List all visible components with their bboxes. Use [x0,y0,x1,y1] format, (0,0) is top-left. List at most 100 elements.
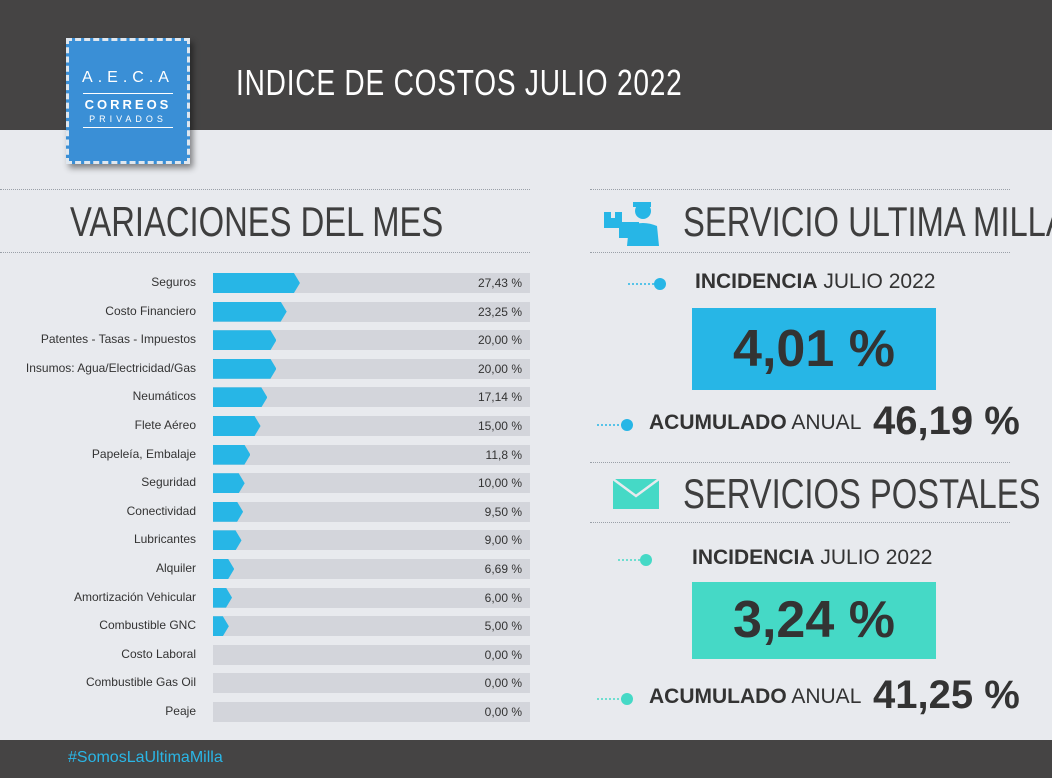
bar-category-label: Combustible GNC [99,618,196,633]
ultima-milla-incidencia-value: 4,01 % [692,308,936,390]
connector-dot-icon [618,554,652,566]
bar [213,473,245,493]
bar-track [213,501,530,522]
ultima-milla-acumulado-label: ACUMULADO ANUAL [649,411,862,434]
bar-category-label: Patentes - Tasas - Impuestos [40,332,196,347]
bar-category-label: Insumos: Agua/Electricidad/Gas [25,360,196,375]
bar-row: Papeleía, Embalaje 11,8 % [0,444,540,465]
bar-category-label: Seguridad [141,475,196,490]
aeca-logo: A.E.C.A CORREOS PRIVADOS [66,38,190,164]
bar-row: Conectividad 9,50 % [0,501,540,522]
bar-track [213,444,530,465]
divider [590,252,1010,253]
bar-track [213,530,530,551]
bar-track [213,702,530,722]
header-bar: A.E.C.A CORREOS PRIVADOS INDICE DE COSTO… [0,0,1052,164]
connector-dot-icon [597,419,633,431]
bar-track [213,358,530,379]
hashtag: #SomosLaUltimaMilla [68,749,223,766]
bar-row: Seguridad 10,00 % [0,473,540,494]
postales-acumulado-label: ACUMULADO ANUAL [649,685,862,708]
bar-category-label: Costo Laboral [121,646,196,661]
bar-row: Insumos: Agua/Electricidad/Gas 20,00 % [0,358,540,379]
bar-row: Neumáticos 17,14 % [0,387,540,408]
bar [213,359,276,379]
bar-track [213,587,530,608]
bar-track [213,330,530,351]
bar-value-label: 15,00 % [477,419,522,433]
bar [213,502,243,522]
bar-value-label: 6,69 % [484,562,522,576]
bar-row: Patentes - Tasas - Impuestos 20,00 % [0,330,540,351]
bar [213,530,242,550]
postales-title: SERVICIOS POSTALES [683,470,1041,517]
bar-category-label: Alquiler [155,561,196,575]
bar-value-label: 9,00 % [484,533,522,548]
bar-row: Combustible GNC 5,00 % [0,616,540,637]
postales-incidencia-value: 3,24 % [692,582,936,659]
divider [590,462,1010,463]
bar-category-label: Flete Aéreo [134,418,196,432]
bar-track [213,559,530,579]
page-title: INDICE DE COSTOS JULIO 2022 [236,62,683,103]
delivery-person-icon [604,202,659,246]
bar [213,445,250,465]
footer-bar: #SomosLaUltimaMilla [0,740,1052,778]
logo-line2: CORREOS [84,97,172,112]
divider [590,522,1010,523]
divider [0,252,530,253]
bar [213,416,261,436]
postales-incidencia-label: INCIDENCIA JULIO 2022 [692,546,933,569]
bar [213,330,276,350]
bar-track [213,673,530,694]
divider [0,189,530,190]
connector-dot-icon [597,693,633,705]
logo-line1: A.E.C.A [82,69,174,86]
bar-row: Costo Laboral 0,00 % [0,644,540,665]
bar-track [213,616,530,637]
bar-value-label: 27,43 % [477,276,522,290]
bar-category-label: Amortización Vehicular [73,589,196,604]
bar-category-label: Seguros [151,275,196,289]
logo-line3: PRIVADOS [89,114,167,124]
bar-category-label: Peaje [165,704,196,718]
bar-value-label: 0,00 % [484,705,522,719]
bar [213,387,267,407]
bar [213,273,300,293]
envelope-icon [612,478,660,509]
bar-category-label: Combustible Gas Oil [85,675,196,690]
bar-value-label: 6,00 % [484,590,522,605]
bar-value-label: 20,00 % [477,333,522,348]
bar [213,616,229,636]
bar-row: Costo Financiero 23,25 % [0,301,540,322]
bar-value-label: 5,00 % [484,619,522,634]
bar-row: Alquiler 6,69 % [0,559,540,579]
ultima-milla-acumulado-value: 46,19 % [873,399,1020,443]
bar-value-label: 0,00 % [484,647,522,662]
bar-category-label: Lubricantes [133,532,196,547]
bar-category-label: Conectividad [126,503,196,518]
bar-row: Peaje 0,00 % [0,702,540,722]
bar-row: Flete Aéreo 15,00 % [0,416,540,436]
connector-dot-icon [628,278,666,290]
bar-category-label: Papeleía, Embalaje [91,446,196,461]
bar-value-label: 0,00 % [484,676,522,691]
bar-category-label: Neumáticos [132,389,196,404]
postales-acumulado-value: 41,25 % [873,673,1020,717]
bar-category-label: Costo Financiero [105,303,196,318]
bar-row: Amortización Vehicular 6,00 % [0,587,540,608]
bar-track [213,301,530,322]
bar-value-label: 10,00 % [477,476,522,491]
bar-value-label: 17,14 % [477,390,522,405]
bar [213,559,234,579]
ultima-milla-title: SERVICIO ULTIMA MILLA [683,198,1052,245]
bar-track [213,644,530,665]
bar-track [213,387,530,408]
logo-divider [83,127,173,128]
bar-track [213,416,530,436]
bar-track [213,473,530,494]
bar-row: Seguros 27,43 % [0,273,540,293]
bar [213,302,287,322]
bar-value-label: 11,8 % [485,447,522,462]
logo-divider [83,93,173,94]
